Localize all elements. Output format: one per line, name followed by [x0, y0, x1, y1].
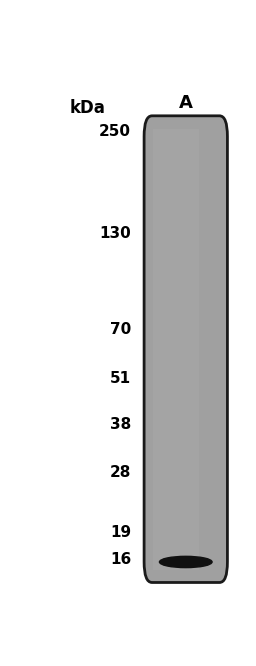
Text: 19: 19 — [110, 525, 131, 540]
Text: 70: 70 — [110, 322, 131, 337]
Text: 28: 28 — [110, 465, 131, 480]
Ellipse shape — [159, 556, 212, 567]
Text: A: A — [179, 94, 193, 112]
FancyBboxPatch shape — [153, 129, 199, 569]
Text: 250: 250 — [99, 124, 131, 139]
Text: 51: 51 — [110, 372, 131, 386]
FancyBboxPatch shape — [144, 116, 227, 583]
Text: 16: 16 — [110, 552, 131, 567]
Text: kDa: kDa — [70, 99, 105, 117]
Text: 130: 130 — [99, 226, 131, 240]
Text: 38: 38 — [110, 417, 131, 432]
